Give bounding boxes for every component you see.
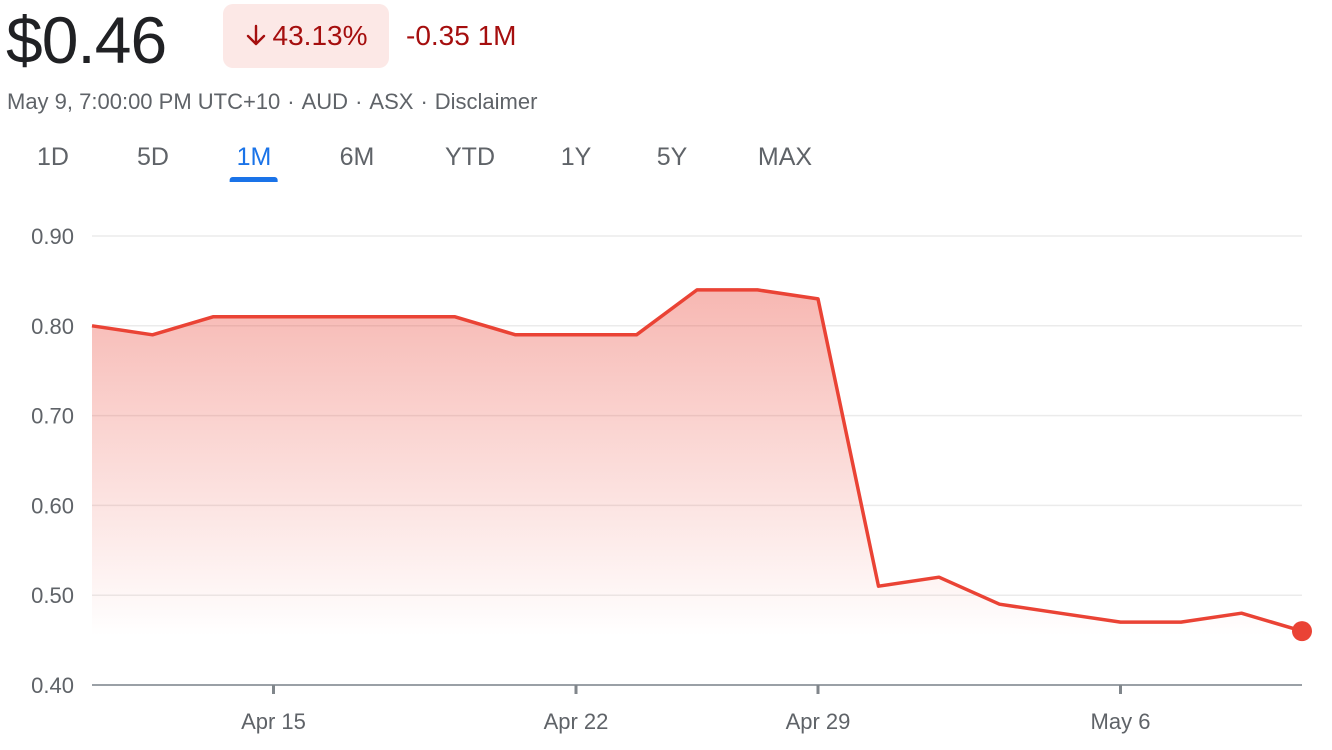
tab-6m[interactable]: 6M: [340, 136, 375, 180]
change-percent-badge: 43.13%: [223, 4, 389, 68]
arrow-down-icon: [245, 24, 267, 48]
tab-1m[interactable]: 1M: [229, 136, 278, 182]
tab-ytd[interactable]: YTD: [445, 136, 495, 180]
tab-label: 1D: [37, 143, 69, 171]
tab-5y[interactable]: 5Y: [657, 136, 688, 180]
y-tick-label: 0.90: [31, 224, 74, 249]
timestamp: May 9, 7:00:00 PM UTC+10: [7, 89, 281, 114]
separator: ·: [420, 89, 428, 114]
tab-label: MAX: [757, 143, 813, 171]
tab-label: 5Y: [656, 143, 688, 171]
disclaimer-link[interactable]: Disclaimer: [434, 89, 538, 114]
x-tick-label: May 6: [1091, 709, 1151, 734]
y-tick-label: 0.80: [31, 314, 74, 339]
tab-1d[interactable]: 1D: [37, 136, 69, 180]
tab-label: 1M: [236, 143, 272, 171]
currency: AUD: [301, 89, 349, 114]
change-absolute: -0.35 1M: [406, 20, 517, 51]
tab-label: 6M: [339, 143, 375, 171]
separator: ·: [355, 89, 363, 114]
tab-max[interactable]: MAX: [758, 136, 812, 180]
tab-label: 1Y: [560, 143, 592, 171]
active-tab-indicator: [229, 177, 278, 182]
separator: ·: [287, 89, 295, 114]
tab-1y[interactable]: 1Y: [561, 136, 592, 180]
x-tick-label: Apr 22: [544, 709, 609, 734]
x-tick-label: Apr 15: [241, 709, 306, 734]
y-tick-label: 0.60: [31, 493, 74, 518]
y-tick-label: 0.70: [31, 404, 74, 429]
tab-5d[interactable]: 5D: [137, 136, 169, 180]
x-tick-label: Apr 29: [786, 709, 851, 734]
exchange: ASX: [369, 89, 414, 114]
change-percent: 43.13%: [272, 20, 368, 51]
price-line: [91, 288, 1303, 633]
time-range-tabs: 1D 5D 1M 6M YTD 1Y 5Y MAX: [0, 136, 900, 184]
area-fill: [92, 289, 1302, 636]
current-price: $0.46: [6, 3, 167, 77]
current-price-dot: [1292, 621, 1312, 642]
y-tick-label: 0.40: [31, 673, 74, 698]
quote-meta: May 9, 7:00:00 PM UTC+10 · AUD · ASX · Disclai…: [7, 88, 537, 116]
y-tick-label: 0.50: [31, 583, 74, 608]
tab-label: 5D: [137, 143, 169, 171]
tab-label: YTD: [445, 143, 495, 171]
